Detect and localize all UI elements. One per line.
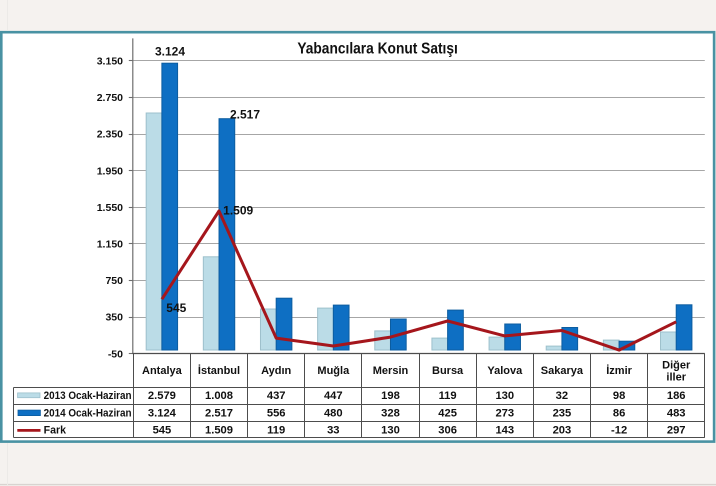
svg-text:3.150: 3.150 <box>97 56 123 68</box>
svg-text:556: 556 <box>267 408 286 420</box>
svg-text:119: 119 <box>439 390 457 402</box>
svg-text:Antalya: Antalya <box>142 365 183 377</box>
svg-text:1.950: 1.950 <box>97 165 123 177</box>
svg-text:545: 545 <box>166 301 186 315</box>
svg-text:3.124: 3.124 <box>155 45 185 59</box>
svg-text:33: 33 <box>327 424 339 436</box>
svg-text:143: 143 <box>495 424 514 436</box>
svg-text:198: 198 <box>381 390 400 402</box>
svg-text:119: 119 <box>267 424 285 436</box>
svg-text:1.150: 1.150 <box>97 239 123 251</box>
svg-text:İstanbul: İstanbul <box>198 364 240 377</box>
svg-text:273: 273 <box>495 408 514 420</box>
svg-text:Yabancılara Konut Satışı: Yabancılara Konut Satışı <box>297 41 458 58</box>
svg-text:186: 186 <box>667 390 686 402</box>
svg-text:1.509: 1.509 <box>205 424 233 436</box>
svg-text:98: 98 <box>613 390 625 402</box>
svg-text:425: 425 <box>438 408 457 420</box>
svg-text:306: 306 <box>438 424 457 436</box>
svg-text:437: 437 <box>267 390 286 402</box>
svg-text:2014 Ocak-Haziran: 2014 Ocak-Haziran <box>44 408 132 420</box>
svg-text:86: 86 <box>613 408 625 420</box>
svg-text:203: 203 <box>553 424 572 436</box>
svg-text:Diğer: Diğer <box>662 359 691 371</box>
svg-text:1.008: 1.008 <box>205 390 233 402</box>
svg-text:Bursa: Bursa <box>432 365 464 377</box>
svg-text:Aydın: Aydın <box>261 365 291 377</box>
svg-text:350: 350 <box>105 312 123 324</box>
svg-text:2.750: 2.750 <box>97 92 123 104</box>
svg-text:1.509: 1.509 <box>223 204 253 218</box>
svg-text:545: 545 <box>153 424 172 436</box>
svg-text:328: 328 <box>381 408 400 420</box>
svg-text:Yalova: Yalova <box>487 365 523 377</box>
svg-text:iller: iller <box>666 372 686 384</box>
svg-text:2.517: 2.517 <box>205 408 233 420</box>
svg-text:483: 483 <box>667 408 686 420</box>
svg-text:130: 130 <box>495 390 514 402</box>
svg-text:130: 130 <box>381 424 400 436</box>
svg-text:İzmir: İzmir <box>606 364 632 377</box>
svg-text:2013 Ocak-Haziran: 2013 Ocak-Haziran <box>44 390 132 402</box>
svg-text:32: 32 <box>556 390 568 402</box>
svg-text:750: 750 <box>105 275 123 287</box>
svg-text:297: 297 <box>667 424 686 436</box>
svg-text:1.550: 1.550 <box>97 202 123 214</box>
svg-text:3.124: 3.124 <box>148 408 177 420</box>
svg-text:Fark: Fark <box>44 425 66 437</box>
svg-text:2.579: 2.579 <box>148 390 176 402</box>
svg-text:447: 447 <box>324 390 343 402</box>
svg-text:2.350: 2.350 <box>97 129 123 141</box>
svg-text:Muğla: Muğla <box>317 365 350 377</box>
svg-text:480: 480 <box>324 408 343 420</box>
svg-text:235: 235 <box>553 408 572 420</box>
svg-text:Sakarya: Sakarya <box>541 365 584 377</box>
svg-text:-50: -50 <box>108 348 123 360</box>
svg-text:Mersin: Mersin <box>373 365 409 377</box>
svg-text:-12: -12 <box>611 424 627 436</box>
svg-text:2.517: 2.517 <box>230 108 260 122</box>
